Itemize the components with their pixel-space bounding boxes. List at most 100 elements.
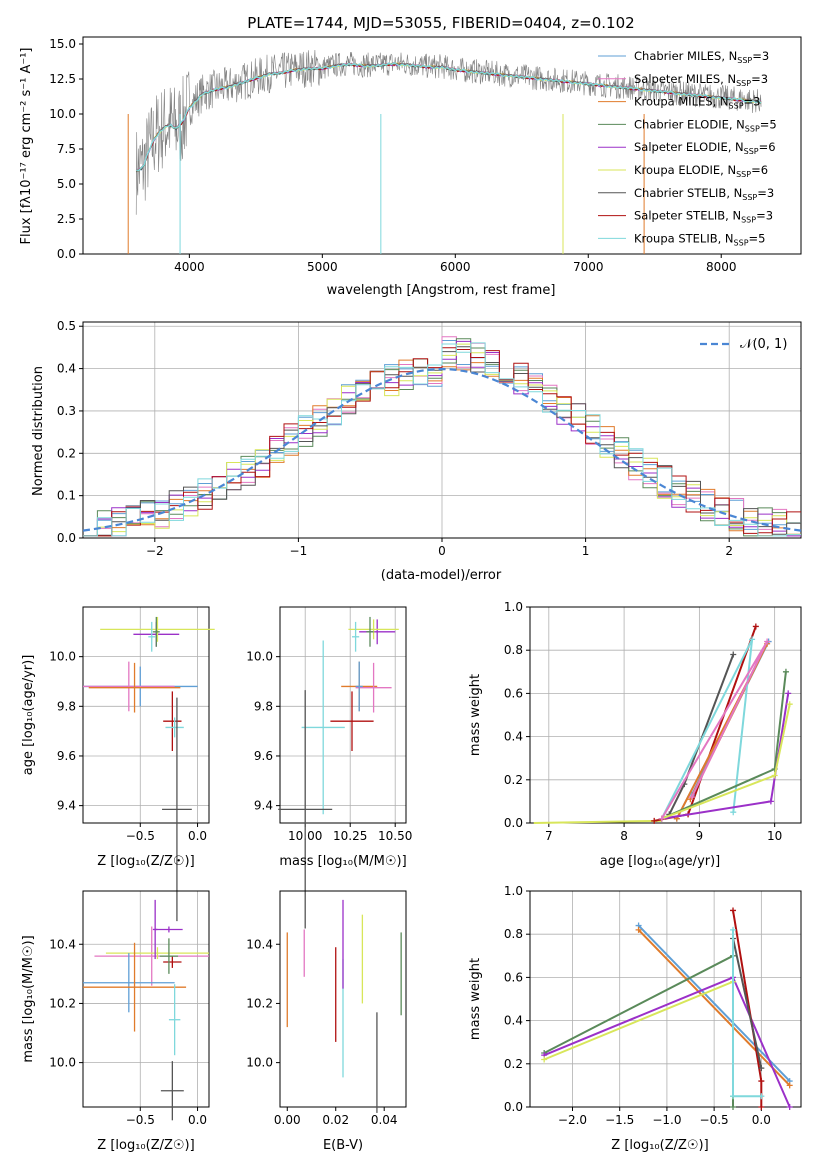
spectrum-model-line [136,62,762,172]
p7-xlabel: E(B-V) [323,1138,363,1153]
y-tick-label: 0.4 [504,1014,523,1028]
x-tick-label: 9 [696,829,704,843]
weight-point-marker [771,772,778,779]
axes-frame [82,606,210,824]
y-tick-label: 9.8 [254,699,273,713]
weight-point-marker [658,815,665,822]
p3-ylabel: age [log₁₀(age/yr)] [21,655,36,776]
p8-xlabel: Z [log₁₀(Z/Z☉)] [611,1138,708,1153]
p2-ylabel: Normed distribution [31,366,46,496]
p5-ylabel: mass weight [468,674,483,756]
p8-ylabel: mass weight [468,958,483,1040]
mass-vs-Z-panel: −0.5 0.0 10.0 10.2 10.4 [49,890,210,1127]
y-tick-label: 9.6 [254,749,273,763]
axes-frame [529,606,802,824]
legend-value: =6 [751,163,768,177]
axes-frame [82,890,210,1108]
legend-label: Kroupa ELODIE, NSSP=6 [634,163,768,179]
x-tick-label: −0.5 [126,1113,155,1127]
x-tick-label: 0 [438,544,446,558]
p2-legend-label: 𝒩(0, 1) [740,337,787,352]
y-tick-label: 0.0 [57,531,76,545]
x-tick-label: 5000 [307,260,338,274]
y-tick-label: 10.0 [246,1056,273,1070]
y-tick-label: 0.8 [504,643,523,657]
weight-series-line [660,641,769,820]
y-tick-label: 10.4 [246,937,273,951]
y-tick-label: 10.0 [49,107,76,121]
legend-label: Salpeter ELODIE, NSSP=6 [634,140,776,156]
weight-vs-age-panel: 7 8 9 10 0.0 0.2 0.4 0.6 0.8 1.0 [504,600,802,843]
legend-subscript: SSP [737,56,752,65]
legend-value: =3 [752,49,769,63]
y-tick-label: 0.6 [504,686,523,700]
legend-value: =3 [744,95,761,109]
weight-point-marker [651,817,658,824]
y-tick-label: 0.2 [57,446,76,460]
weight-Z-marker [730,1093,737,1100]
weight-Z-marker [730,907,737,914]
y-tick-label: 0.0 [504,1100,523,1114]
weight-Z-marker [786,1104,793,1110]
y-tick-label: 10.0 [49,650,76,664]
p1-xlabel: wavelength [Angstrom, rest frame] [327,283,556,298]
p6-xlabel: Z [log₁₀(Z/Z☉)] [97,1138,194,1153]
weight-point-marker [688,794,695,801]
y-tick-label: 7.5 [57,142,76,156]
y-tick-label: 0.8 [504,927,523,941]
weight-point-marker [752,623,759,630]
weight-Z-marker [635,926,642,933]
weight-point-marker [764,638,771,645]
x-tick-label: −1.5 [605,1113,634,1127]
x-tick-label: 0.0 [188,1113,207,1127]
y-tick-label: 15.0 [49,37,76,51]
legend-subscript: SSP [729,102,744,111]
x-tick-label: 10 [767,829,782,843]
weight-point-marker [730,651,737,658]
x-tick-label: −1 [290,544,308,558]
p6-ylabel: mass [log₁₀(M/M☉)] [21,935,36,1062]
weight-Z-line [637,924,791,1082]
x-tick-label: 7 [545,829,553,843]
y-tick-label: 1.0 [504,600,523,614]
y-tick-label: 9.6 [57,749,76,763]
gaussian-curve [82,367,802,532]
legend-value: =6 [759,140,776,154]
y-tick-label: 0.0 [504,816,523,830]
y-tick-label: 10.2 [49,996,76,1010]
y-tick-label: 2.5 [57,212,76,226]
weight-point-marker [749,636,756,643]
y-tick-label: 0.6 [504,970,523,984]
legend-value: =5 [760,117,777,131]
x-tick-label: −1.0 [652,1113,681,1127]
p1-ylabel: Flux [fλ10⁻¹⁷ erg cm⁻² s⁻¹ A⁻¹] [19,48,34,245]
legend-label: Salpeter STELIB, NSSP=3 [634,209,773,225]
y-tick-label: 0.1 [57,489,76,503]
axes-frame [279,890,407,1108]
hist-step-line [83,342,801,537]
weight-series-line [660,638,754,820]
y-tick-label: 9.8 [57,699,76,713]
x-tick-label: −2 [146,544,164,558]
age-vs-Z-panel: −0.5 0.0 9.4 9.6 9.8 10.0 [49,606,215,922]
legend-label: Kroupa STELIB, NSSP=5 [634,231,765,247]
axes-frame [279,606,407,824]
x-tick-label: 7000 [573,260,604,274]
x-tick-label: 0.0 [188,829,207,843]
figure-title: PLATE=1744, MJD=53055, FIBERID=0404, z=0… [247,14,634,32]
x-tick-label: −0.5 [126,829,155,843]
y-tick-label: 0.0 [57,247,76,261]
x-tick-label: 0.00 [274,1113,301,1127]
x-tick-label: 6000 [440,260,471,274]
axes-frame [529,890,802,1108]
legend-subscript: SSP [736,79,751,88]
x-tick-label: 8 [620,829,628,843]
legend-value: =3 [751,72,768,86]
x-tick-label: 10.25 [333,829,367,843]
y-tick-label: 0.2 [504,1057,523,1071]
legend-label: Chabrier MILES, NSSP=3 [634,49,769,65]
weight-Z-line [732,938,763,1069]
y-tick-label: 9.4 [57,799,76,813]
x-tick-label: 0.04 [371,1113,398,1127]
weight-point-marker [782,668,789,675]
